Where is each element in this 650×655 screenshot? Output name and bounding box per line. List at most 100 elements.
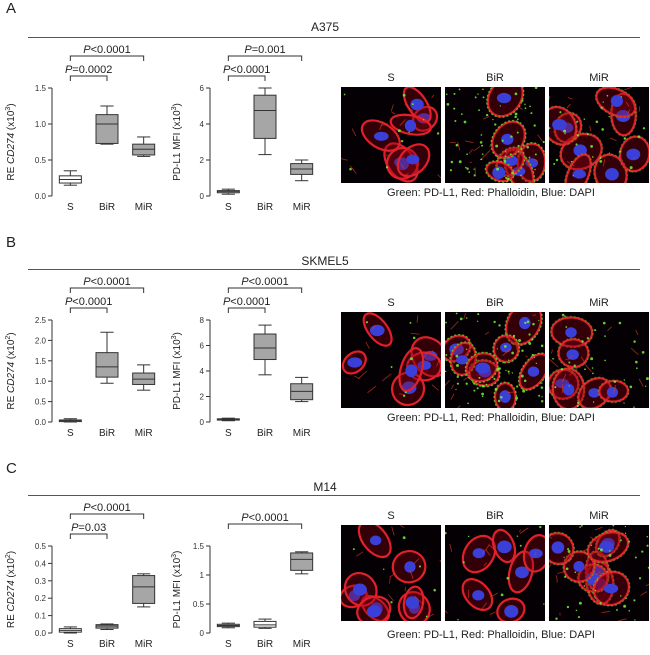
- significance-bracket: P<0.0001: [223, 296, 270, 313]
- pdl1-speckle: [518, 339, 521, 342]
- pdl1-speckle: [564, 315, 566, 317]
- pdl1-speckle: [599, 160, 603, 163]
- actin-filament: [480, 602, 487, 611]
- x-tick-label: S: [225, 639, 232, 650]
- actin-filament: [416, 315, 419, 323]
- pdl1-signal: [493, 381, 518, 408]
- significance-bracket: P<0.0001: [65, 296, 112, 313]
- x-tick-label: MiR: [135, 639, 153, 650]
- actin-filament: [424, 613, 434, 620]
- actin-filament: [589, 125, 592, 132]
- pdl1-speckle: [481, 153, 484, 155]
- pdl1-signal: [492, 334, 521, 364]
- p-value: <0.0001: [91, 502, 131, 514]
- y-tick-label: 2.5: [35, 316, 47, 325]
- p-value: <0.0001: [249, 276, 289, 288]
- pdl1-speckle: [465, 382, 468, 385]
- actin-filament: [350, 165, 357, 174]
- p-value: <0.0001: [230, 64, 270, 76]
- pdl1-speckle: [456, 382, 460, 385]
- y-axis-label-exponent: 3: [171, 554, 178, 558]
- pdl1-speckle: [349, 167, 352, 171]
- cell-line-title: M14: [313, 480, 337, 494]
- title-rule: [28, 37, 640, 38]
- pdl1-speckle: [604, 359, 606, 362]
- pdl1-speckle: [456, 375, 459, 379]
- pdl1-speckle: [522, 389, 526, 393]
- actin-filament: [481, 149, 491, 159]
- pdl1-speckle: [561, 313, 565, 317]
- pdl1-speckle: [463, 120, 467, 124]
- nucleus: [456, 355, 469, 365]
- p-value-label: P=0.03: [71, 522, 106, 534]
- y-tick-label: 6: [200, 84, 205, 93]
- box-iqr: [95, 352, 119, 378]
- actin-filament: [566, 160, 575, 167]
- actin-filament: [580, 356, 586, 364]
- fluorescence-image: [341, 525, 441, 621]
- pdl1-signal: [586, 530, 630, 564]
- pdl1-speckle: [539, 525, 542, 529]
- pdl1-signal: [445, 333, 472, 363]
- micrograph-mir: [549, 312, 649, 408]
- pdl1-speckle: [449, 169, 453, 172]
- fluorescence-image: [445, 87, 545, 183]
- pdl1-speckle: [629, 385, 633, 389]
- nucleus: [572, 169, 587, 179]
- pdl1-speckle: [575, 143, 578, 146]
- pdl1-speckle: [590, 544, 593, 547]
- actin-filament: [624, 87, 633, 91]
- pdl1-speckle: [476, 320, 479, 322]
- actin-filament: [365, 341, 370, 349]
- pdl1-speckle: [637, 135, 641, 138]
- actin-filament: [562, 374, 567, 382]
- pdl1-speckle: [508, 373, 510, 375]
- actin-filament: [602, 158, 606, 167]
- actin-filament: [389, 573, 395, 578]
- box-s: [58, 418, 82, 423]
- actin-filament: [450, 320, 459, 330]
- actin-filament: [431, 350, 436, 356]
- nucleus: [565, 327, 577, 338]
- pdl1-speckle: [636, 367, 638, 370]
- pdl1-speckle: [520, 174, 522, 177]
- condition-label-bir: BiR: [486, 510, 504, 522]
- nucleus: [566, 349, 579, 360]
- pdl1-speckle: [465, 348, 468, 350]
- x-tick-label: S: [225, 428, 232, 439]
- actin-filament: [371, 326, 376, 330]
- nucleus: [504, 605, 519, 618]
- condition-label-s: S: [387, 72, 395, 84]
- pdl1-speckle: [524, 107, 527, 110]
- p-value: =0.001: [252, 44, 286, 56]
- nucleus: [496, 92, 512, 104]
- actin-filament: [399, 525, 405, 529]
- pdl1-speckle: [383, 568, 385, 570]
- actin-filament: [457, 141, 461, 151]
- condition-label-mir: MiR: [589, 297, 609, 309]
- pdl1-speckle: [581, 340, 584, 343]
- actin-filament: [404, 172, 409, 177]
- pdl1-speckle: [462, 561, 465, 564]
- p-value: <0.0001: [230, 296, 270, 308]
- pdl1-speckle: [479, 141, 483, 144]
- y-tick-label: 0.0: [35, 192, 47, 201]
- actin-filament: [549, 536, 553, 539]
- pdl1-signal: [609, 92, 638, 137]
- y-tick-label: 8: [200, 316, 205, 325]
- actin-filament: [380, 123, 388, 127]
- pdl1-speckle: [533, 357, 536, 359]
- y-axis-label-prefix: RE: [6, 164, 17, 181]
- pdl1-speckle: [579, 526, 581, 528]
- pdl1-speckle: [572, 175, 574, 177]
- pdl1-speckle: [641, 350, 645, 354]
- pdl1-speckle: [535, 362, 538, 364]
- y-tick-label: 1.0: [35, 120, 47, 129]
- pdl1-speckle: [628, 540, 631, 543]
- pdl1-speckle: [477, 313, 480, 316]
- pdl1-signal: [594, 87, 637, 119]
- significance-bracket: P=0.0002: [65, 64, 112, 81]
- actin-filament: [468, 149, 473, 154]
- actin-filament: [388, 594, 394, 602]
- actin-filament: [391, 526, 395, 536]
